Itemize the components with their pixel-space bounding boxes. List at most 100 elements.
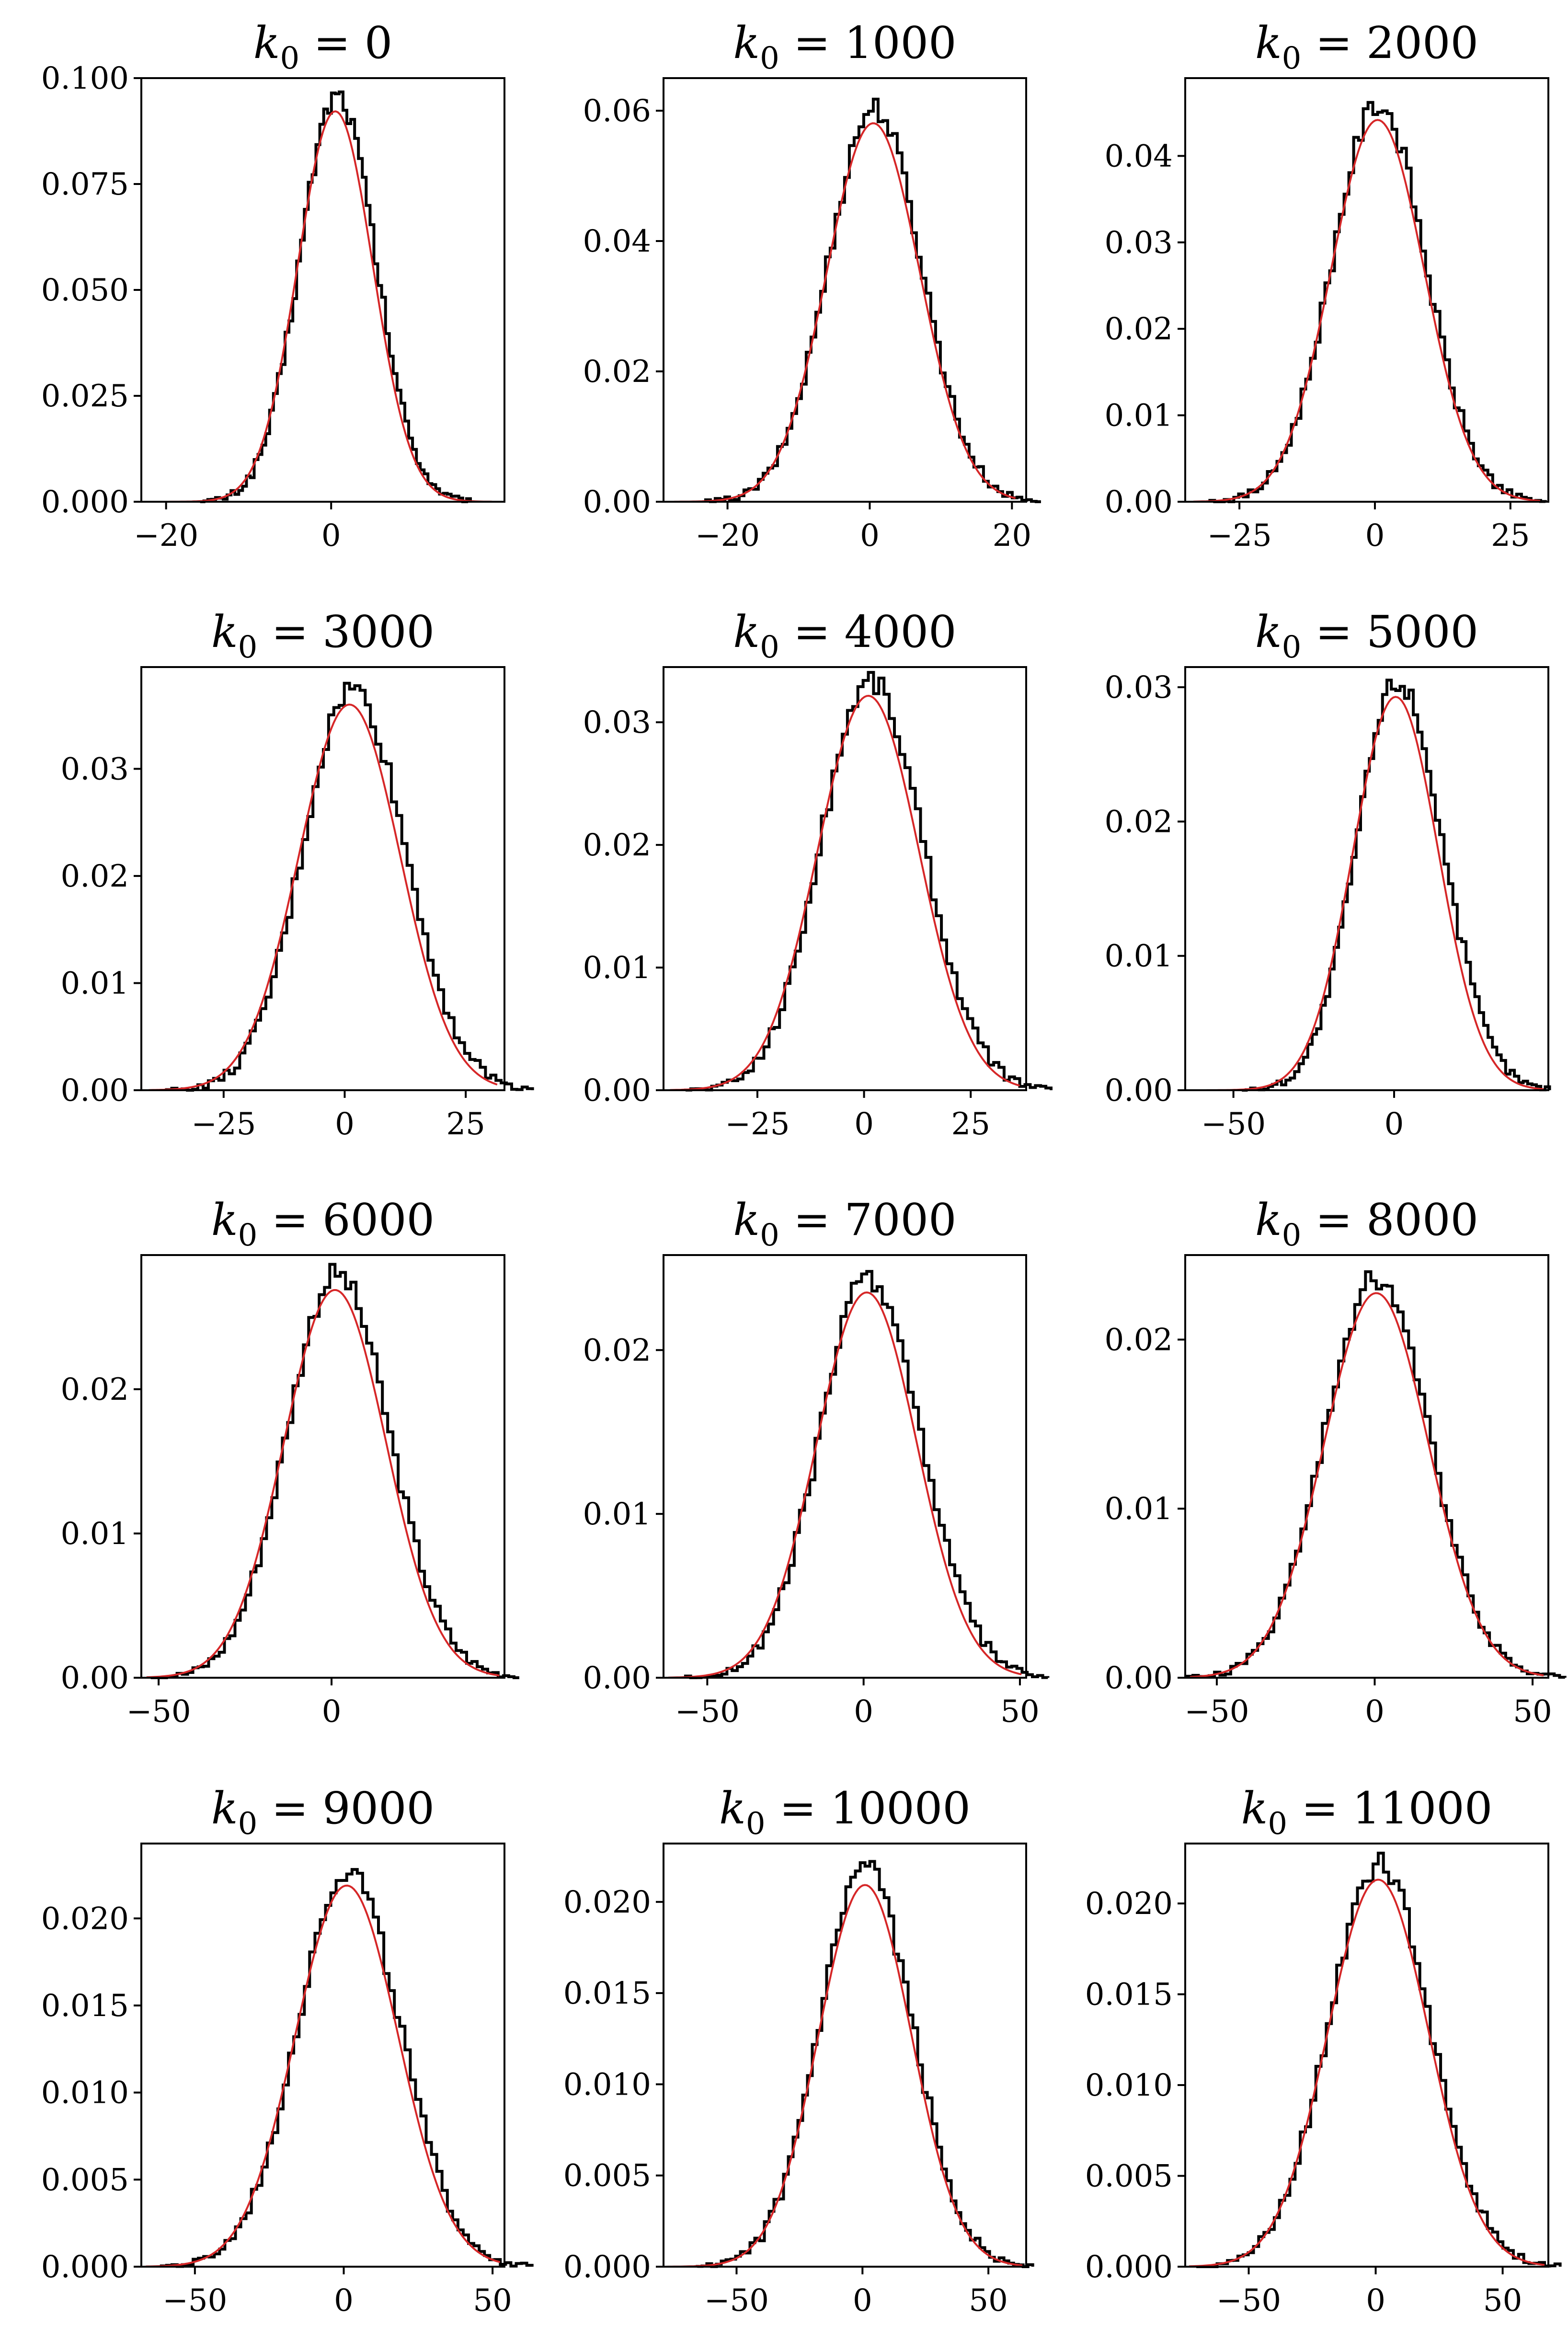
- x-tick-label: 20: [993, 518, 1031, 553]
- y-tick-label: 0.02: [1105, 1322, 1173, 1358]
- y-tick-label: 0.04: [1105, 138, 1173, 174]
- y-tick-label: 0.01: [583, 1497, 652, 1532]
- y-tick-label: 0.03: [61, 751, 129, 787]
- y-tick-label: 0.01: [61, 966, 129, 1001]
- y-tick-label: 0.00: [583, 1073, 652, 1108]
- title-k: k: [733, 17, 760, 69]
- title-k: k: [1241, 1783, 1268, 1834]
- gaussian-fit-curve: [667, 1884, 1023, 2268]
- x-tick-label: −50: [1201, 1107, 1266, 1142]
- x-tick-label: 0: [854, 1107, 874, 1142]
- title-eq: =: [257, 1783, 322, 1834]
- title-value: 11000: [1352, 1783, 1493, 1834]
- histogram-steps: [1242, 679, 1551, 1092]
- x-tick-label: 50: [473, 2283, 512, 2318]
- histogram-panel-1: k0 = 10000.000.020.040.06−20 0 20: [583, 17, 1041, 553]
- y-tick-label: 0.02: [583, 1333, 652, 1368]
- x-tick-label: 50: [1483, 2283, 1522, 2318]
- title-subscript: 0: [760, 1218, 779, 1253]
- title-subscript: 0: [1282, 1218, 1302, 1253]
- y-tick-label: 0.00: [583, 1660, 652, 1696]
- y-tick-label: 0.00: [1105, 484, 1173, 520]
- title-value: 10000: [830, 1783, 971, 1834]
- title-eq: =: [766, 1783, 831, 1834]
- y-tick-label: 0.00: [61, 1660, 129, 1696]
- axes-frame: [1184, 666, 1549, 1091]
- x-tick-label: −50: [675, 1694, 740, 1729]
- title-subscript: 0: [1268, 1806, 1287, 1842]
- axes-frame: [663, 666, 1027, 1091]
- y-tick-label: 0.00: [61, 1073, 129, 1108]
- x-tick-label: 0: [1365, 1694, 1385, 1729]
- title-value: 1000: [844, 17, 956, 69]
- histogram-steps: [165, 681, 534, 1092]
- title-k: k: [719, 1783, 746, 1834]
- panel-title: k0 = 3000: [211, 606, 435, 665]
- title-subscript: 0: [238, 1806, 258, 1842]
- y-tick-label: 0.015: [563, 1976, 651, 2011]
- y-tick-label: 0.03: [1105, 225, 1173, 261]
- y-tick-label: 0.00: [1105, 1073, 1173, 1108]
- title-value: 9000: [322, 1783, 435, 1834]
- title-value: 6000: [322, 1194, 435, 1245]
- panel-title: k0 = 2000: [1255, 17, 1478, 76]
- axes-frame: [140, 1843, 505, 2268]
- panel-title: k0 = 8000: [1255, 1194, 1478, 1253]
- title-eq: =: [1301, 1194, 1366, 1245]
- x-tick-label: 0: [1385, 1107, 1404, 1142]
- x-tick-label: −20: [134, 518, 198, 553]
- title-k: k: [211, 1194, 238, 1245]
- title-subscript: 0: [238, 1218, 258, 1253]
- x-tick-label: 0: [322, 1694, 342, 1729]
- y-tick-label: 0.075: [41, 167, 129, 202]
- y-tick-label: 0.02: [61, 859, 129, 894]
- x-tick-label: −50: [704, 2283, 769, 2318]
- x-tick-label: 25: [446, 1107, 485, 1142]
- title-subscript: 0: [760, 41, 779, 76]
- histogram-steps: [1208, 101, 1547, 503]
- y-tick-label: 0.015: [1085, 1977, 1173, 2013]
- title-value: 7000: [844, 1194, 956, 1245]
- title-value: 2000: [1366, 17, 1478, 69]
- x-tick-label: −20: [695, 518, 760, 553]
- title-value: 3000: [322, 606, 435, 657]
- gaussian-fit-curve: [146, 1289, 500, 1679]
- y-tick-label: 0.025: [41, 379, 129, 414]
- y-tick-label: 0.04: [583, 224, 652, 259]
- x-tick-label: −50: [1216, 2283, 1281, 2318]
- title-eq: =: [779, 17, 845, 69]
- histogram-steps: [696, 1860, 1034, 2268]
- y-tick-label: 0.010: [563, 2067, 651, 2102]
- histogram-steps: [1196, 1852, 1562, 2268]
- x-tick-label: −25: [725, 1107, 790, 1142]
- title-k: k: [253, 17, 280, 69]
- x-tick-label: 0: [860, 518, 880, 553]
- y-tick-label: 0.01: [1105, 398, 1173, 434]
- y-tick-label: 0.01: [1105, 939, 1173, 974]
- y-tick-label: 0.000: [41, 484, 129, 520]
- panel-title: k0 = 1000: [733, 17, 956, 76]
- title-eq: =: [299, 17, 365, 69]
- title-k: k: [211, 1783, 238, 1834]
- y-tick-label: 0.005: [1085, 2159, 1173, 2194]
- x-tick-label: 25: [951, 1107, 990, 1142]
- axes-frame: [663, 77, 1027, 503]
- x-tick-label: 50: [1513, 1694, 1552, 1729]
- y-tick-label: 0.01: [61, 1516, 129, 1552]
- title-k: k: [1255, 17, 1282, 69]
- gaussian-fit-curve: [153, 110, 492, 503]
- title-k: k: [733, 606, 760, 657]
- panel-title: k0 = 6000: [211, 1194, 435, 1253]
- x-tick-label: −50: [1184, 1694, 1249, 1729]
- y-tick-label: 0.02: [1105, 311, 1173, 347]
- histogram-steps: [684, 1270, 1050, 1679]
- title-value: 8000: [1366, 1194, 1478, 1245]
- panel-title: k0 = 5000: [1255, 606, 1478, 665]
- x-tick-label: −25: [1207, 518, 1272, 553]
